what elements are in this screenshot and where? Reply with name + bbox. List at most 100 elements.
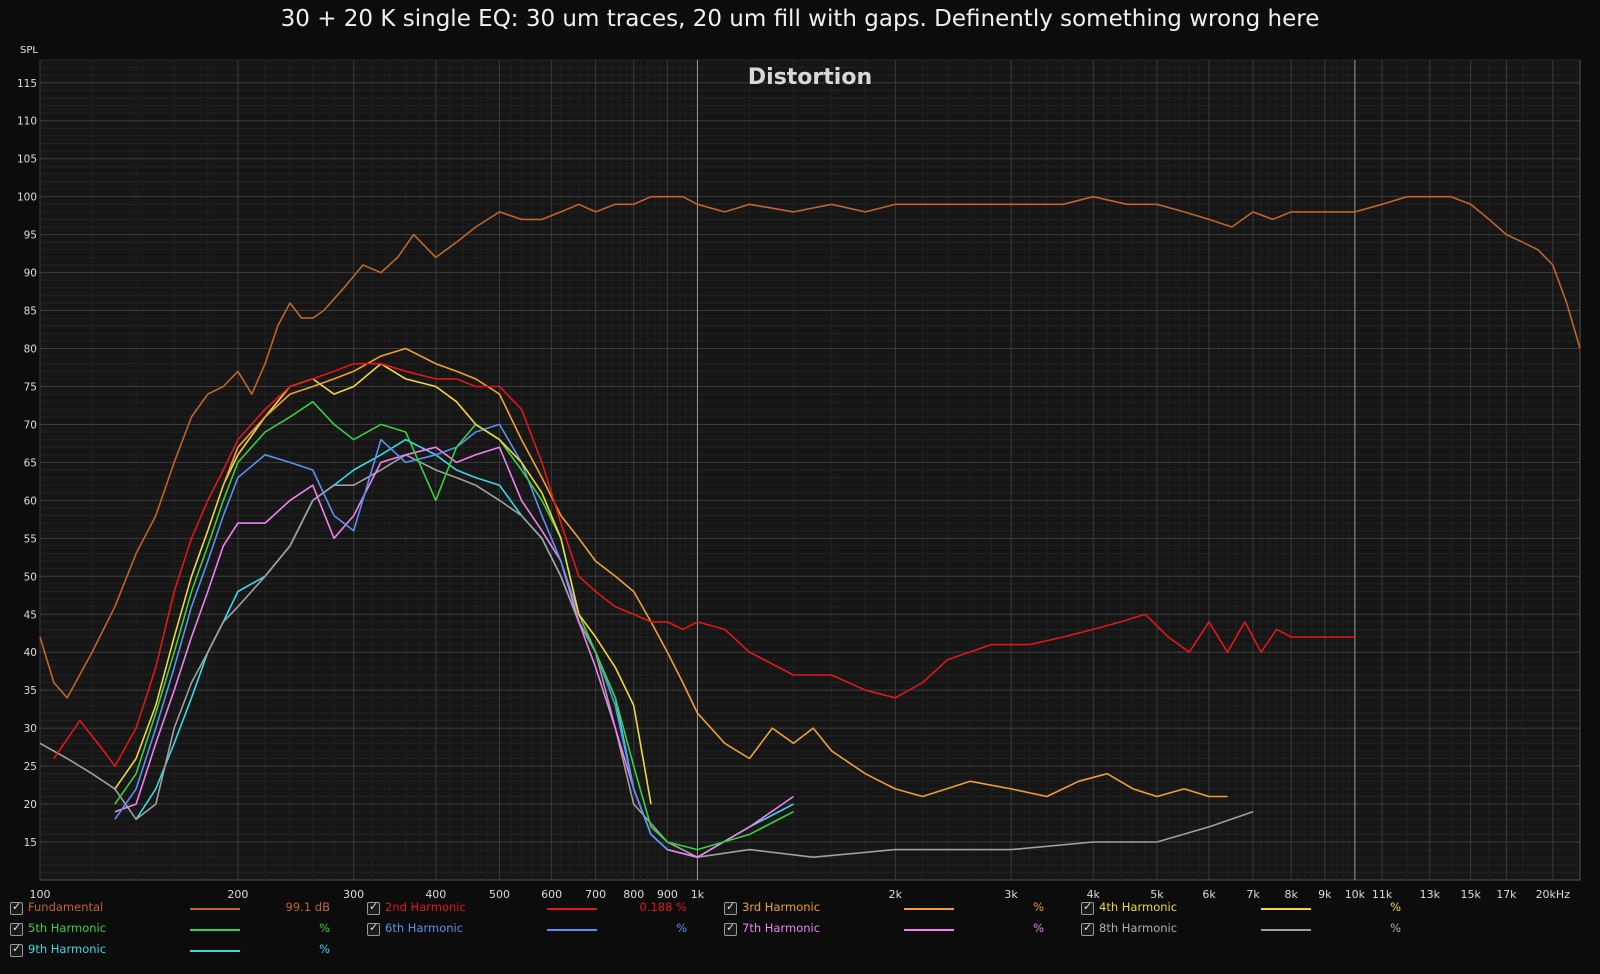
legend-3rd-harmonic[interactable]: 3rd Harmonic %	[724, 900, 1074, 920]
x-tick-label: 8k	[1284, 888, 1298, 901]
legend-5th-harmonic[interactable]: 5th Harmonic %	[10, 921, 360, 941]
x-tick-label: 7k	[1246, 888, 1260, 901]
x-tick-label: 300	[343, 888, 364, 901]
legend-swatch	[547, 908, 597, 910]
legend-value: %	[676, 921, 687, 935]
y-tick-label: 105	[17, 154, 37, 166]
x-tick-label: 500	[489, 888, 510, 901]
y-tick-label: 30	[24, 723, 37, 735]
legend: Fundamental 99.1 dB 2nd Harmonic 0.188 %…	[0, 900, 1600, 974]
series-line-2nd-harmonic	[53, 362, 1355, 767]
legend-swatch	[1261, 929, 1311, 931]
page-title: 30 + 20 K single EQ: 30 um traces, 20 um…	[280, 6, 1320, 32]
y-tick-labels: 15 20 25 30 35 40 45 50 55 60 65 70 75 80 85 90 95 100 105…	[17, 78, 37, 849]
x-tick-label: 4k	[1087, 888, 1101, 901]
y-tick-label: 35	[24, 685, 37, 697]
y-tick-label: 90	[24, 268, 37, 280]
legend-label: 7th Harmonic	[742, 921, 821, 935]
distortion-chart[interactable]: 100 200 300 400 500 600 700 800 900 1k 2k 3k 4k 5k 6k 7…	[0, 0, 1600, 904]
x-tick-label: 200	[227, 888, 248, 901]
y-tick-label: 25	[24, 761, 37, 773]
fundamental-checkbox[interactable]	[10, 900, 23, 915]
legend-4th-harmonic[interactable]: 4th Harmonic %	[1081, 900, 1431, 920]
legend-label: 9th Harmonic	[28, 942, 107, 956]
4th-harmonic-checkbox[interactable]	[1081, 900, 1094, 915]
y-tick-label: 45	[24, 609, 37, 621]
chart-grid	[39, 59, 1581, 881]
legend-swatch	[904, 929, 954, 931]
legend-label: Fundamental	[28, 900, 104, 914]
x-tick-label: 100	[30, 888, 51, 901]
legend-swatch	[190, 929, 240, 931]
y-tick-label: 85	[24, 306, 37, 318]
y-tick-label: 70	[24, 419, 37, 431]
y-tick-label: 40	[24, 647, 37, 659]
legend-label: 4th Harmonic	[1099, 900, 1178, 914]
legend-swatch	[190, 908, 240, 910]
8th-harmonic-checkbox[interactable]	[1081, 921, 1094, 936]
x-tick-label: 3k	[1004, 888, 1018, 901]
y-tick-label: 110	[17, 116, 37, 128]
legend-value: %	[1390, 921, 1401, 935]
series-line-3rd-harmonic	[222, 347, 1228, 798]
legend-value: %	[319, 942, 330, 956]
y-tick-label: 75	[24, 381, 37, 393]
legend-value: 0.188 %	[639, 900, 687, 914]
y-tick-label: 50	[24, 571, 37, 583]
legend-6th-harmonic[interactable]: 6th Harmonic %	[367, 921, 717, 941]
9th-harmonic-checkbox[interactable]	[10, 942, 23, 957]
legend-value: %	[1033, 900, 1044, 914]
legend-fundamental[interactable]: Fundamental 99.1 dB	[10, 900, 360, 920]
legend-7th-harmonic[interactable]: 7th Harmonic %	[724, 921, 1074, 941]
7th-harmonic-checkbox[interactable]	[724, 921, 737, 936]
legend-value: %	[1033, 921, 1044, 935]
x-tick-label: 2k	[889, 888, 903, 901]
x-tick-label: 20kHz	[1536, 888, 1571, 901]
legend-2nd-harmonic[interactable]: 2nd Harmonic 0.188 %	[367, 900, 717, 920]
x-tick-label: 13k	[1420, 888, 1441, 901]
y-tick-label: 95	[24, 230, 37, 242]
x-tick-label: 900	[657, 888, 678, 901]
legend-swatch	[547, 929, 597, 931]
legend-label: 6th Harmonic	[385, 921, 464, 935]
x-tick-label: 17k	[1496, 888, 1517, 901]
x-tick-label: 600	[541, 888, 562, 901]
legend-9th-harmonic[interactable]: 9th Harmonic %	[10, 942, 360, 962]
y-tick-label: 15	[24, 837, 37, 849]
y-tick-label: 60	[24, 495, 37, 507]
2nd-harmonic-checkbox[interactable]	[367, 900, 380, 915]
legend-8th-harmonic[interactable]: 8th Harmonic %	[1081, 921, 1431, 941]
series-line-5th-harmonic	[114, 400, 794, 851]
chart-title: Distortion	[748, 65, 872, 90]
series-line-fundamental	[39, 195, 1581, 699]
legend-label: 5th Harmonic	[28, 921, 107, 935]
x-tick-labels: 100 200 300 400 500 600 700 800 900 1k 2k 3k 4k 5k 6k 7…	[30, 888, 1571, 901]
y-tick-label: 115	[17, 78, 37, 90]
x-tick-label: 11k	[1372, 888, 1393, 901]
x-tick-label: 9k	[1318, 888, 1332, 901]
x-tick-label: 1k	[691, 888, 705, 901]
legend-value: %	[319, 921, 330, 935]
3rd-harmonic-checkbox[interactable]	[724, 900, 737, 915]
series-lines	[39, 195, 1581, 859]
legend-swatch	[190, 950, 240, 952]
legend-value: 99.1 dB	[285, 900, 330, 914]
legend-value: %	[1390, 900, 1401, 914]
y-tick-label: 100	[17, 192, 37, 204]
y-tick-label: 65	[24, 457, 37, 469]
legend-label: 8th Harmonic	[1099, 921, 1178, 935]
6th-harmonic-checkbox[interactable]	[367, 921, 380, 936]
x-tick-label: 5k	[1150, 888, 1164, 901]
x-tick-label: 10k	[1345, 888, 1366, 901]
legend-swatch	[904, 908, 954, 910]
x-tick-label: 6k	[1202, 888, 1216, 901]
5th-harmonic-checkbox[interactable]	[10, 921, 23, 936]
x-tick-label: 400	[425, 888, 446, 901]
y-axis-label: SPL	[20, 45, 38, 56]
x-tick-label: 15k	[1460, 888, 1481, 901]
series-line-8th-harmonic	[39, 453, 1254, 859]
legend-label: 2nd Harmonic	[385, 900, 466, 914]
y-tick-label: 55	[24, 533, 37, 545]
y-tick-label: 20	[24, 799, 37, 811]
y-tick-label: 80	[24, 344, 37, 356]
